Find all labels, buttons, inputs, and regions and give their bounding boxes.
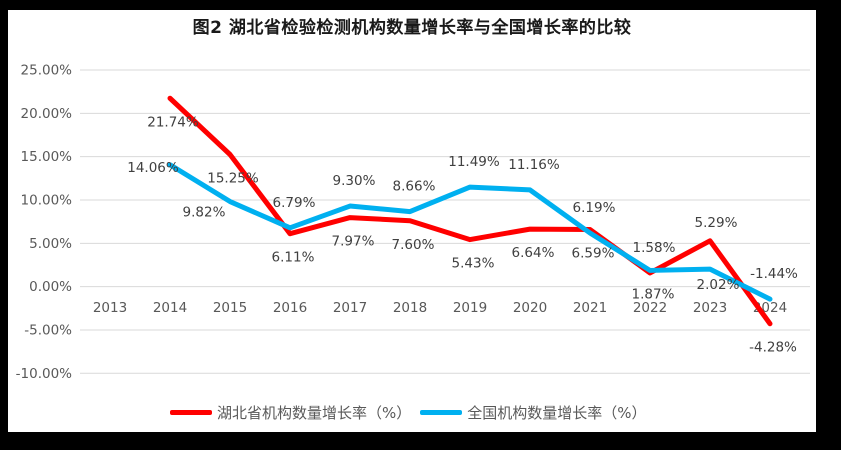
- data-point-label: 9.30%: [333, 173, 376, 189]
- data-point-label: 5.43%: [452, 256, 495, 272]
- data-point-label: 21.74%: [147, 114, 199, 130]
- x-axis-tick-label: 2014: [153, 300, 187, 316]
- x-axis-tick-label: 2020: [513, 300, 547, 316]
- data-point-label: 1.58%: [633, 240, 676, 256]
- data-point-label: 14.06%: [127, 160, 179, 176]
- data-point-label: -1.44%: [750, 266, 798, 282]
- data-point-label: 6.64%: [512, 245, 555, 261]
- x-axis-tick-label: 2023: [693, 300, 727, 316]
- data-point-label: 8.66%: [393, 179, 436, 195]
- x-axis-tick-label: 2022: [633, 300, 667, 316]
- data-point-label: -4.28%: [749, 340, 797, 356]
- data-point-label: 11.49%: [448, 154, 500, 170]
- y-axis-tick-label: 0.00%: [29, 279, 72, 295]
- data-point-label: 6.79%: [273, 195, 316, 211]
- x-axis-tick-label: 2017: [333, 300, 367, 316]
- legend-line-swatch-national: [420, 409, 463, 415]
- legend-item-national: 全国机构数量增长率（%）: [420, 402, 647, 423]
- data-point-label: 2.02%: [697, 277, 740, 293]
- y-axis-tick-label: 25.00%: [21, 63, 73, 79]
- data-point-label: 7.60%: [392, 237, 435, 253]
- y-axis-tick-label: 20.00%: [21, 106, 73, 122]
- data-point-label: 9.82%: [183, 205, 226, 221]
- y-axis-tick-label: 5.00%: [29, 236, 72, 252]
- series-line-1: [167, 162, 773, 302]
- data-point-label: 6.11%: [272, 250, 315, 266]
- x-axis-tick-label: 2016: [273, 300, 307, 316]
- legend: 湖北省机构数量增长率（%） 全国机构数量增长率（%）: [170, 401, 647, 423]
- x-axis-tick-label: 2021: [573, 300, 607, 316]
- data-point-label: 11.16%: [508, 157, 560, 173]
- legend-label-hubei: 湖北省机构数量增长率（%）: [217, 403, 412, 422]
- data-point-label: 6.59%: [572, 246, 615, 262]
- x-axis-tick-label: 2013: [93, 300, 127, 316]
- y-axis-tick-label: 15.00%: [21, 149, 73, 165]
- y-axis-tick-label: -5.00%: [24, 322, 72, 338]
- x-axis-tick-label: 2015: [213, 300, 247, 316]
- legend-item-hubei: 湖北省机构数量增长率（%）: [170, 402, 411, 423]
- chart-title: 图2 湖北省检验检测机构数量增长率与全国增长率的比较: [192, 18, 632, 38]
- data-point-label: 15.25%: [207, 170, 259, 186]
- y-axis-tick-label: 10.00%: [21, 192, 73, 208]
- data-point-label: 1.87%: [632, 286, 675, 302]
- legend-line-swatch-hubei: [170, 409, 212, 415]
- legend-label-national: 全国机构数量增长率（%）: [467, 403, 647, 422]
- data-point-label: 7.97%: [332, 234, 375, 250]
- x-axis-tick-label: 2019: [453, 300, 487, 316]
- x-axis-tick-label: 2018: [393, 300, 427, 316]
- data-point-label: 6.19%: [573, 200, 616, 216]
- y-axis-tick-label: -10.00%: [16, 366, 73, 382]
- data-point-label: 5.29%: [695, 215, 738, 231]
- series-line-0: [167, 95, 773, 327]
